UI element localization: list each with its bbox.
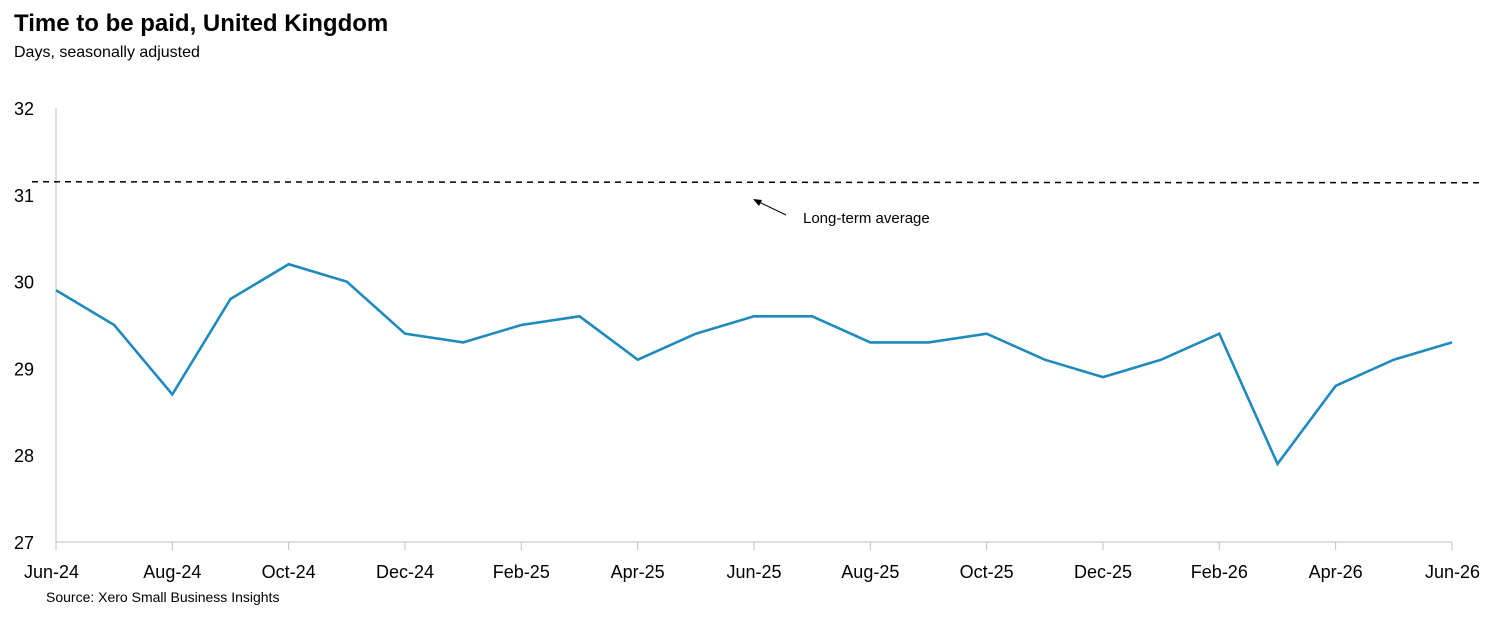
x-tick-label: Jun-26 <box>1425 562 1480 582</box>
series-group <box>55 262 1453 467</box>
long-term-average-line <box>31 181 1485 184</box>
chart-title: Time to be paid, United Kingdom <box>14 10 389 37</box>
y-tick-label: 29 <box>14 359 34 379</box>
x-tick-label: Jun-25 <box>726 562 781 582</box>
x-axis: Jun-24 Aug-24 Oct-24 Dec-24 Feb-25 Apr-25 Jun-… <box>24 541 1480 582</box>
x-tick-label: Apr-26 <box>1309 562 1363 582</box>
y-tick-label: 28 <box>14 446 34 466</box>
x-tick-label: Apr-25 <box>611 562 665 582</box>
y-axis: 27 28 29 30 31 32 <box>14 99 57 553</box>
x-tick-label: Jun-24 <box>24 562 79 582</box>
chart-subtitle: Days, seasonally adjusted <box>14 44 200 61</box>
y-tick-label: 27 <box>14 533 34 553</box>
x-tick-label: Feb-25 <box>493 562 550 582</box>
chart-source: Source: Xero Small Business Insights <box>46 589 280 605</box>
x-tick-label: Aug-25 <box>841 562 899 582</box>
x-tick-label: Dec-25 <box>1074 562 1132 582</box>
y-tick-label: 32 <box>14 99 34 119</box>
y-tick-label: 31 <box>14 186 34 206</box>
x-tick-label: Dec-24 <box>376 562 434 582</box>
y-tick-label: 30 <box>14 273 34 293</box>
x-tick-label: Oct-24 <box>262 562 316 582</box>
series-line <box>55 262 1453 467</box>
x-tick-label: Oct-25 <box>960 562 1014 582</box>
annotation: Long-term average <box>753 199 930 227</box>
annotation-arrow <box>757 201 787 216</box>
x-tick-label: Aug-24 <box>143 562 201 582</box>
annotation-label: Long-term average <box>803 210 930 227</box>
reference-line <box>31 181 1485 184</box>
annotation-arrow-head <box>753 199 762 206</box>
x-tick-label: Feb-26 <box>1191 562 1248 582</box>
